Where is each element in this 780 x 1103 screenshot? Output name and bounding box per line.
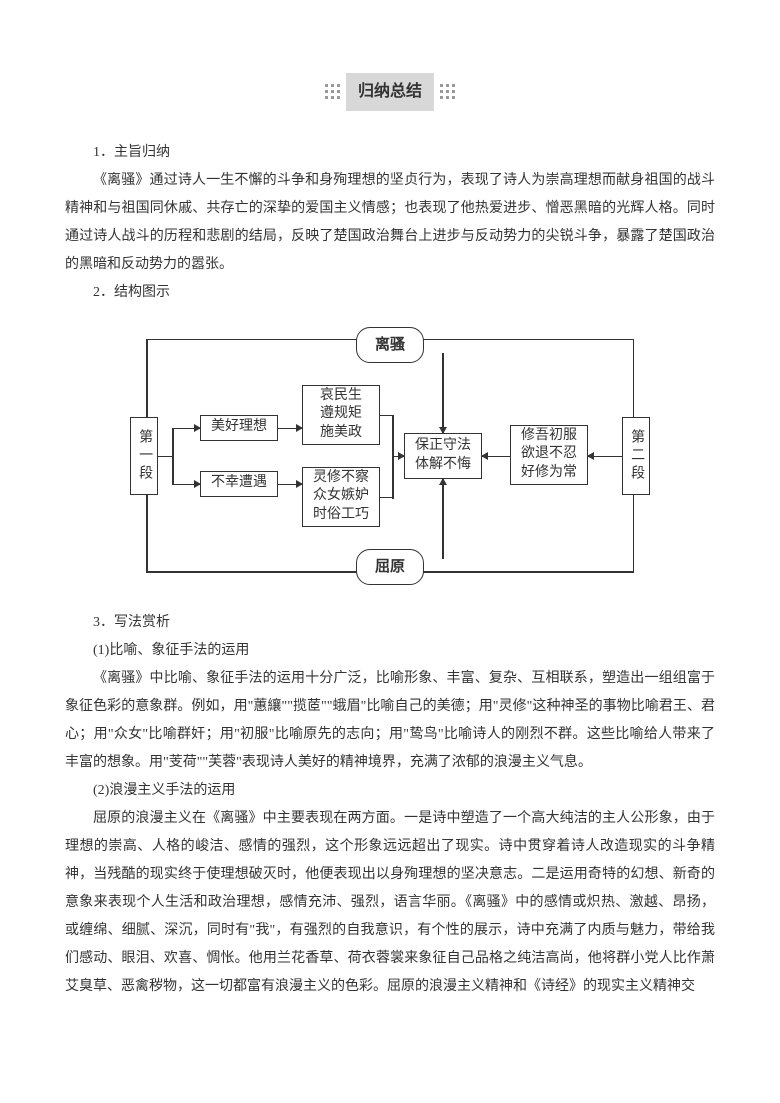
section2-heading: 2．结构图示 bbox=[65, 279, 715, 307]
node-misfortune: 不幸遭遇 bbox=[200, 471, 278, 497]
node-uphold: 保正守法 体解不悔 bbox=[404, 433, 482, 479]
conn-n4-out bbox=[380, 497, 392, 499]
conn-n3-out bbox=[380, 415, 392, 417]
conn-bottom-n5 bbox=[442, 479, 444, 559]
node-cultivate: 修吾初服 欲退不忍 好修为常 bbox=[510, 425, 588, 485]
section1-heading: 1．主旨归纳 bbox=[65, 139, 715, 167]
section3-heading: 3．写法赏析 bbox=[65, 609, 715, 637]
conn-n6-n5 bbox=[482, 456, 510, 458]
conn-left-vert bbox=[172, 428, 174, 484]
section3-sub2-title: (2)浪漫主义手法的运用 bbox=[65, 777, 715, 805]
conn-left-stub bbox=[158, 456, 172, 458]
dots-left bbox=[325, 84, 340, 99]
conn-n2-n4 bbox=[278, 484, 302, 486]
node-court: 灵修不察 众女嫉妒 时俗工巧 bbox=[302, 467, 380, 527]
diagram-right-label: 第二段 bbox=[622, 417, 650, 495]
conn-top-n5 bbox=[442, 353, 444, 433]
header-decoration: 归纳总结 bbox=[325, 73, 455, 111]
section1-para: 《离骚》通过诗人一生不懈的斗争和身殉理想的坚贞行为，表现了诗人为崇高理想而献身祖… bbox=[65, 167, 715, 279]
section3-sub1-para: 《离骚》中比喻、象征手法的运用十分广泛，比喻形象、丰富、复杂、互相联系，塑造出一… bbox=[65, 665, 715, 777]
diagram-left-label: 第一段 bbox=[130, 417, 158, 495]
page-header: 归纳总结 bbox=[65, 70, 715, 111]
conn-n1-n3 bbox=[278, 428, 302, 430]
section3-sub2-para: 屈原的浪漫主义在《离骚》中主要表现在两方面。一是诗中塑造了一个高大纯洁的主人公形… bbox=[65, 805, 715, 1001]
conn-to-n2 bbox=[172, 484, 200, 486]
node-people: 哀民生 遵规矩 施美政 bbox=[302, 385, 380, 445]
structure-diagram: 离骚 屈原 第一段 第二段 美好理想 不幸遭遇 哀民生 遵规矩 施美政 灵修不察… bbox=[130, 321, 650, 591]
header-title-text: 归纳总结 bbox=[346, 73, 434, 111]
diagram-top-label: 离骚 bbox=[356, 327, 424, 363]
conn-right-n6 bbox=[588, 456, 622, 458]
dots-right bbox=[440, 84, 455, 99]
diagram-bottom-label: 屈原 bbox=[356, 549, 424, 585]
section3-sub1-title: (1)比喻、象征手法的运用 bbox=[65, 637, 715, 665]
node-ideal: 美好理想 bbox=[200, 415, 278, 441]
conn-to-n5 bbox=[392, 456, 404, 458]
conn-to-n1 bbox=[172, 428, 200, 430]
